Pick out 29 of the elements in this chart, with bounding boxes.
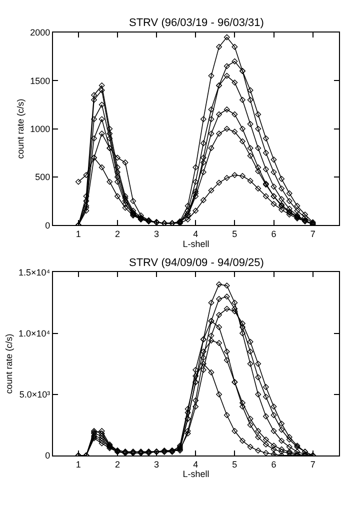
x-tick-label: 4 — [193, 228, 198, 239]
y-tick-label: 1.0×10⁴ — [18, 328, 50, 338]
x-tick-label: 1 — [76, 228, 81, 239]
x-tick-label: 4 — [193, 459, 198, 470]
x-tick-label: 3 — [154, 459, 160, 470]
chart-title: STRV (94/09/09 - 94/09/25) — [129, 257, 264, 269]
x-tick-label: 2 — [114, 459, 120, 470]
y-tick-label: 0 — [45, 450, 50, 461]
y-tick-label: 1500 — [30, 76, 50, 86]
y-axis-title: count rate (c/s) — [16, 98, 26, 159]
x-tick-label: 2 — [114, 228, 120, 239]
y-tick-label: 500 — [35, 172, 50, 182]
x-tick-label: 5 — [232, 228, 238, 239]
x-tick-label: 6 — [271, 228, 276, 239]
x-axis-title: L-shell — [182, 469, 210, 480]
x-axis-title: L-shell — [182, 238, 210, 249]
x-tick-label: 7 — [310, 459, 316, 470]
x-tick-label: 6 — [271, 459, 276, 470]
y-tick-label: 1000 — [30, 124, 50, 134]
x-tick-label: 7 — [310, 228, 316, 239]
x-tick-label: 3 — [154, 228, 160, 239]
y-tick-label: 5.0×10³ — [19, 390, 50, 400]
y-tick-label: 2000 — [30, 28, 50, 38]
chart-title: STRV (96/03/19 - 96/03/31) — [129, 17, 264, 29]
y-tick-label: 0 — [45, 220, 50, 230]
x-tick-label: 1 — [76, 459, 81, 470]
x-tick-label: 5 — [232, 459, 238, 470]
y-tick-label: 1.5×10⁴ — [18, 267, 50, 278]
y-axis-title: count rate (c/s) — [4, 334, 14, 394]
